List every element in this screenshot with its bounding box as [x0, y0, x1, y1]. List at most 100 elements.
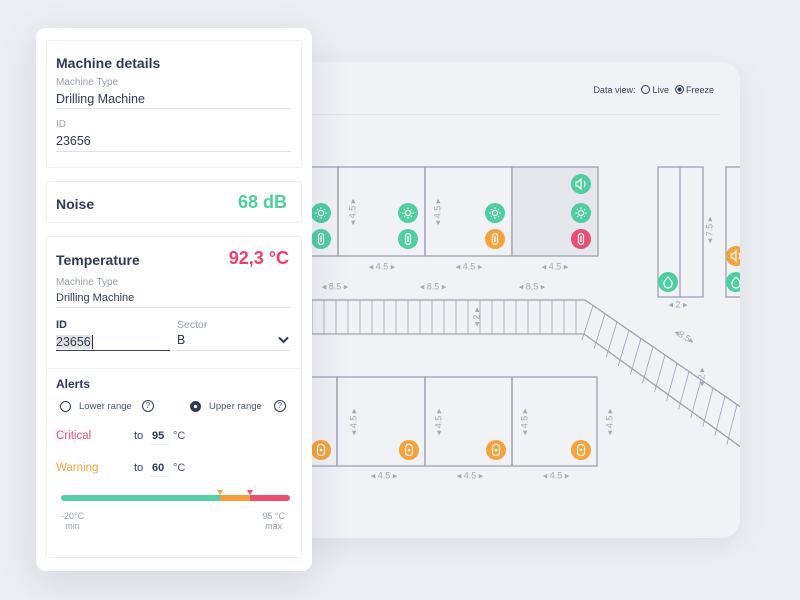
- status-circle: [398, 203, 418, 223]
- drop-icon[interactable]: [658, 272, 678, 292]
- conveyor-slat: [581, 305, 594, 340]
- sun-core: [491, 209, 499, 217]
- sensor-shape: [491, 443, 501, 457]
- upper-range-option[interactable]: Upper range ?: [190, 400, 288, 412]
- speaker-shape: [575, 177, 586, 191]
- warning-input[interactable]: 60: [150, 460, 170, 477]
- conveyor-slat: [666, 363, 678, 401]
- machine-type-value: Drilling Machine: [56, 92, 145, 106]
- sun-icon[interactable]: [571, 203, 591, 223]
- sensor-shape: [404, 443, 414, 457]
- dimension-label: ◂8.5▸: [672, 327, 696, 347]
- sun-ray: [583, 208, 586, 211]
- sensor-icon[interactable]: [486, 440, 506, 460]
- conveyor-slat: [726, 404, 738, 445]
- machine-panel: Machine details Machine Type Drilling Ma…: [36, 28, 312, 571]
- divider: [47, 368, 301, 369]
- sensor-icon[interactable]: [311, 440, 331, 460]
- temperature-value: 92,3 °C: [228, 248, 289, 268]
- noise-title: Noise: [56, 196, 95, 212]
- live-radio[interactable]: [641, 85, 651, 94]
- sun-icon[interactable]: [485, 203, 505, 223]
- freeze-label: Freeze: [685, 85, 714, 95]
- dimension-label: ◂ 4.5 ▸: [347, 198, 357, 225]
- dimension-label: ◂ 8.5 ▸: [322, 281, 349, 291]
- range-warning-segment: [220, 495, 251, 501]
- status-circle: [658, 272, 678, 292]
- clip-icon[interactable]: [571, 229, 591, 249]
- critical-input[interactable]: 95: [150, 428, 170, 445]
- machine-type-value: Drilling Machine: [56, 292, 135, 304]
- help-icon[interactable]: ?: [273, 400, 286, 412]
- range-critical-segment: [250, 495, 290, 501]
- sensor-icon[interactable]: [571, 440, 591, 460]
- upper-range-radio[interactable]: [190, 400, 201, 412]
- sun-ray: [410, 208, 413, 211]
- machine-box: [725, 166, 740, 298]
- conveyor-slat: [617, 330, 630, 367]
- speaker-icon[interactable]: [571, 174, 591, 194]
- sensor-icon[interactable]: [399, 440, 419, 460]
- critical-label: Critical: [56, 430, 92, 442]
- clip-shape: [404, 232, 412, 246]
- clip-icon[interactable]: [485, 229, 505, 249]
- drop-icon[interactable]: [726, 272, 740, 292]
- sensor-shape: [576, 443, 586, 457]
- dimension-label: ◂ 4.5 ▸: [519, 408, 529, 435]
- temperature-title: Temperature: [56, 252, 140, 268]
- clip-icon[interactable]: [311, 229, 331, 249]
- speaker-icon[interactable]: [726, 246, 740, 266]
- sun-core: [317, 209, 325, 217]
- id-value: 23656: [56, 134, 91, 148]
- drop-shape: [663, 276, 673, 289]
- dimension-label: ◂ 4.5 ▸: [371, 470, 398, 480]
- clip-icon[interactable]: [398, 229, 418, 249]
- status-circle: [571, 203, 591, 223]
- critical-marker[interactable]: [247, 490, 254, 495]
- sensor-dot: [407, 448, 411, 452]
- dimension-label: ◂ 4.5 ▸: [433, 408, 443, 435]
- id-input[interactable]: 23656: [56, 333, 170, 351]
- conveyor-slat: [678, 371, 690, 410]
- conveyor-slat: [702, 387, 714, 427]
- warning-to: to: [134, 462, 144, 474]
- temperature-section: Temperature 92,3 °C Machine Type Drillin…: [46, 236, 302, 558]
- help-icon[interactable]: ?: [141, 400, 154, 412]
- sun-ray: [497, 215, 500, 218]
- warning-marker[interactable]: [217, 490, 224, 495]
- conveyor-slat: [605, 321, 618, 358]
- sensor-dot: [319, 448, 323, 452]
- dimension-label: ◂ 4.5 ▸: [432, 198, 442, 225]
- dimension-label: ◂ 8.5 ▸: [420, 281, 447, 291]
- sun-ray: [576, 208, 579, 211]
- dimension-label: ◂ 4.5 ▸: [456, 261, 483, 271]
- sun-ray: [323, 215, 326, 218]
- freeze-option[interactable]: Freeze: [674, 85, 714, 95]
- range-ok-segment: [61, 495, 221, 501]
- sun-ray: [576, 215, 579, 218]
- clip-shape: [577, 232, 585, 246]
- sun-ray: [583, 215, 586, 218]
- sector-select[interactable]: B: [177, 333, 291, 351]
- id-label: ID: [56, 319, 67, 331]
- dimension-label: ◂ 8.5 ▸: [519, 281, 546, 291]
- sun-ray: [410, 215, 413, 218]
- noise-section[interactable]: Noise 68 dB: [46, 181, 302, 223]
- lower-range-option[interactable]: Lower range ?: [60, 400, 156, 412]
- machine-box: [511, 376, 598, 467]
- freeze-radio[interactable]: [674, 85, 684, 94]
- warning-unit: °C: [173, 462, 186, 474]
- sun-icon[interactable]: [311, 203, 331, 223]
- live-option[interactable]: Live: [641, 85, 669, 95]
- sun-ray: [316, 215, 319, 218]
- range-max: 95 °C max: [262, 511, 285, 531]
- clip-shape: [317, 232, 325, 246]
- conveyor-slat: [690, 379, 702, 419]
- lower-range-radio[interactable]: [60, 400, 71, 412]
- sun-core: [404, 209, 412, 217]
- sun-icon[interactable]: [398, 203, 418, 223]
- divider: [310, 114, 720, 115]
- lower-range-label: Lower range: [79, 400, 132, 412]
- dimension-label: ◂ 4.5 ▸: [348, 408, 358, 435]
- sun-ray: [497, 208, 500, 211]
